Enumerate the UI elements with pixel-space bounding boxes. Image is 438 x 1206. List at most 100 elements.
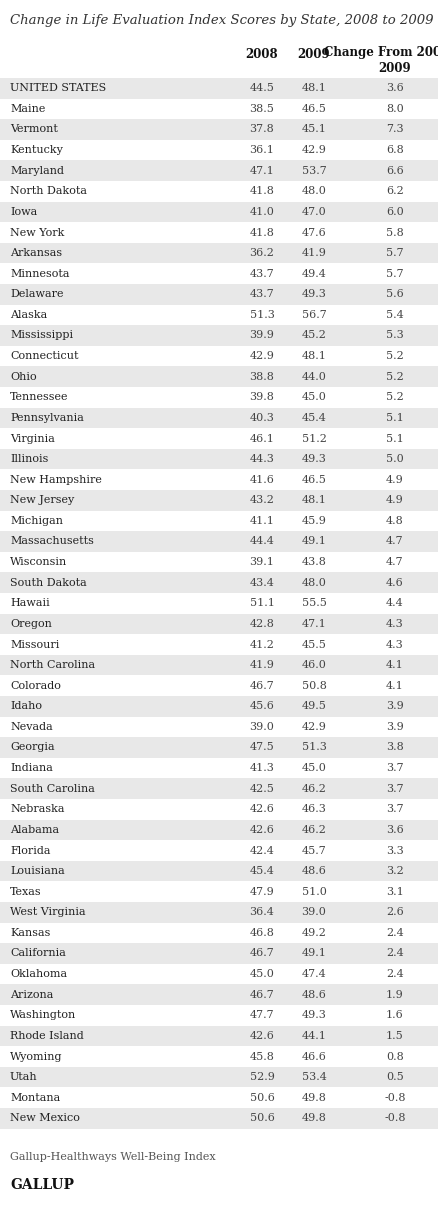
Text: 42.5: 42.5 [249,784,274,794]
Text: 4.1: 4.1 [385,680,403,691]
Text: 1.9: 1.9 [385,990,403,1000]
Text: 45.7: 45.7 [301,845,325,855]
Text: New Hampshire: New Hampshire [10,475,102,485]
Bar [0,614,438,634]
Text: Wisconsin: Wisconsin [10,557,67,567]
Text: 4.7: 4.7 [385,557,403,567]
Text: Washington: Washington [10,1011,76,1020]
Text: 4.9: 4.9 [385,496,403,505]
Text: 40.3: 40.3 [249,412,274,423]
Bar [0,346,438,367]
Text: 3.6: 3.6 [385,825,403,835]
Text: Arkansas: Arkansas [10,248,62,258]
Text: 4.7: 4.7 [385,537,403,546]
Bar [0,861,438,882]
Bar [0,78,438,99]
Text: North Carolina: North Carolina [10,660,95,671]
Text: 47.9: 47.9 [249,886,274,897]
Text: 45.5: 45.5 [301,639,326,650]
Text: 56.7: 56.7 [301,310,325,320]
Text: 46.2: 46.2 [301,784,326,794]
Text: Indiana: Indiana [10,763,53,773]
Text: 41.3: 41.3 [249,763,274,773]
Text: Minnesota: Minnesota [10,269,69,279]
Text: 47.5: 47.5 [249,743,274,753]
Text: 48.1: 48.1 [301,351,326,361]
Text: 4.6: 4.6 [385,578,403,587]
Text: 48.0: 48.0 [301,578,326,587]
Text: Oregon: Oregon [10,619,52,628]
Text: 1.6: 1.6 [385,1011,403,1020]
Text: 42.6: 42.6 [249,825,274,835]
Text: Alaska: Alaska [10,310,47,320]
Text: UNITED STATES: UNITED STATES [10,83,106,93]
Text: 41.8: 41.8 [249,186,274,197]
Bar [0,634,438,655]
Text: 3.1: 3.1 [385,886,403,897]
Text: South Carolina: South Carolina [10,784,95,794]
Text: 41.0: 41.0 [249,207,274,217]
Text: 5.7: 5.7 [385,248,403,258]
Bar [0,263,438,283]
Text: 44.1: 44.1 [301,1031,326,1041]
Text: 4.9: 4.9 [385,475,403,485]
Text: 49.5: 49.5 [301,702,326,712]
Text: Delaware: Delaware [10,289,64,299]
Text: 0.8: 0.8 [385,1052,403,1061]
Text: 5.2: 5.2 [385,371,403,382]
Text: 5.6: 5.6 [385,289,403,299]
Bar [0,160,438,181]
Text: 42.8: 42.8 [249,619,274,628]
Text: 38.5: 38.5 [249,104,274,113]
Text: Iowa: Iowa [10,207,37,217]
Text: 5.2: 5.2 [385,351,403,361]
Bar [0,1005,438,1025]
Text: 45.2: 45.2 [301,330,326,340]
Text: 4.3: 4.3 [385,639,403,650]
Text: 39.1: 39.1 [249,557,274,567]
Text: 1.5: 1.5 [385,1031,403,1041]
Text: 46.3: 46.3 [301,804,326,814]
Text: 49.8: 49.8 [301,1093,326,1102]
Bar [0,841,438,861]
Text: Nebraska: Nebraska [10,804,64,814]
Text: 3.6: 3.6 [385,83,403,93]
Text: New York: New York [10,228,64,238]
Text: 42.9: 42.9 [301,145,326,156]
Text: 36.2: 36.2 [249,248,274,258]
Text: 2009: 2009 [297,48,329,62]
Text: New Jersey: New Jersey [10,496,74,505]
Text: Kentucky: Kentucky [10,145,63,156]
Text: 6.8: 6.8 [385,145,403,156]
Text: 43.7: 43.7 [249,289,274,299]
Text: 39.0: 39.0 [249,722,274,732]
Text: Alabama: Alabama [10,825,59,835]
Bar [0,737,438,757]
Text: 46.1: 46.1 [249,433,274,444]
Text: 3.9: 3.9 [385,702,403,712]
Text: Louisiana: Louisiana [10,866,64,876]
Bar [0,201,438,222]
Text: 46.5: 46.5 [301,475,326,485]
Text: 49.3: 49.3 [301,455,326,464]
Text: West Virginia: West Virginia [10,907,85,918]
Text: 43.4: 43.4 [249,578,274,587]
Text: GALLUP: GALLUP [10,1178,74,1192]
Bar [0,408,438,428]
Text: 45.0: 45.0 [249,970,274,979]
Text: 49.8: 49.8 [301,1113,326,1123]
Text: 2.4: 2.4 [385,927,403,938]
Text: 50.6: 50.6 [249,1113,274,1123]
Text: 45.9: 45.9 [301,516,326,526]
Text: Pennsylvania: Pennsylvania [10,412,84,423]
Bar [0,778,438,800]
Bar [0,943,438,964]
Text: 46.7: 46.7 [249,948,274,959]
Text: Nevada: Nevada [10,722,53,732]
Text: Michigan: Michigan [10,516,63,526]
Bar [0,119,438,140]
Text: 5.7: 5.7 [385,269,403,279]
Text: 42.4: 42.4 [249,845,274,855]
Text: 46.7: 46.7 [249,990,274,1000]
Text: Maryland: Maryland [10,165,64,176]
